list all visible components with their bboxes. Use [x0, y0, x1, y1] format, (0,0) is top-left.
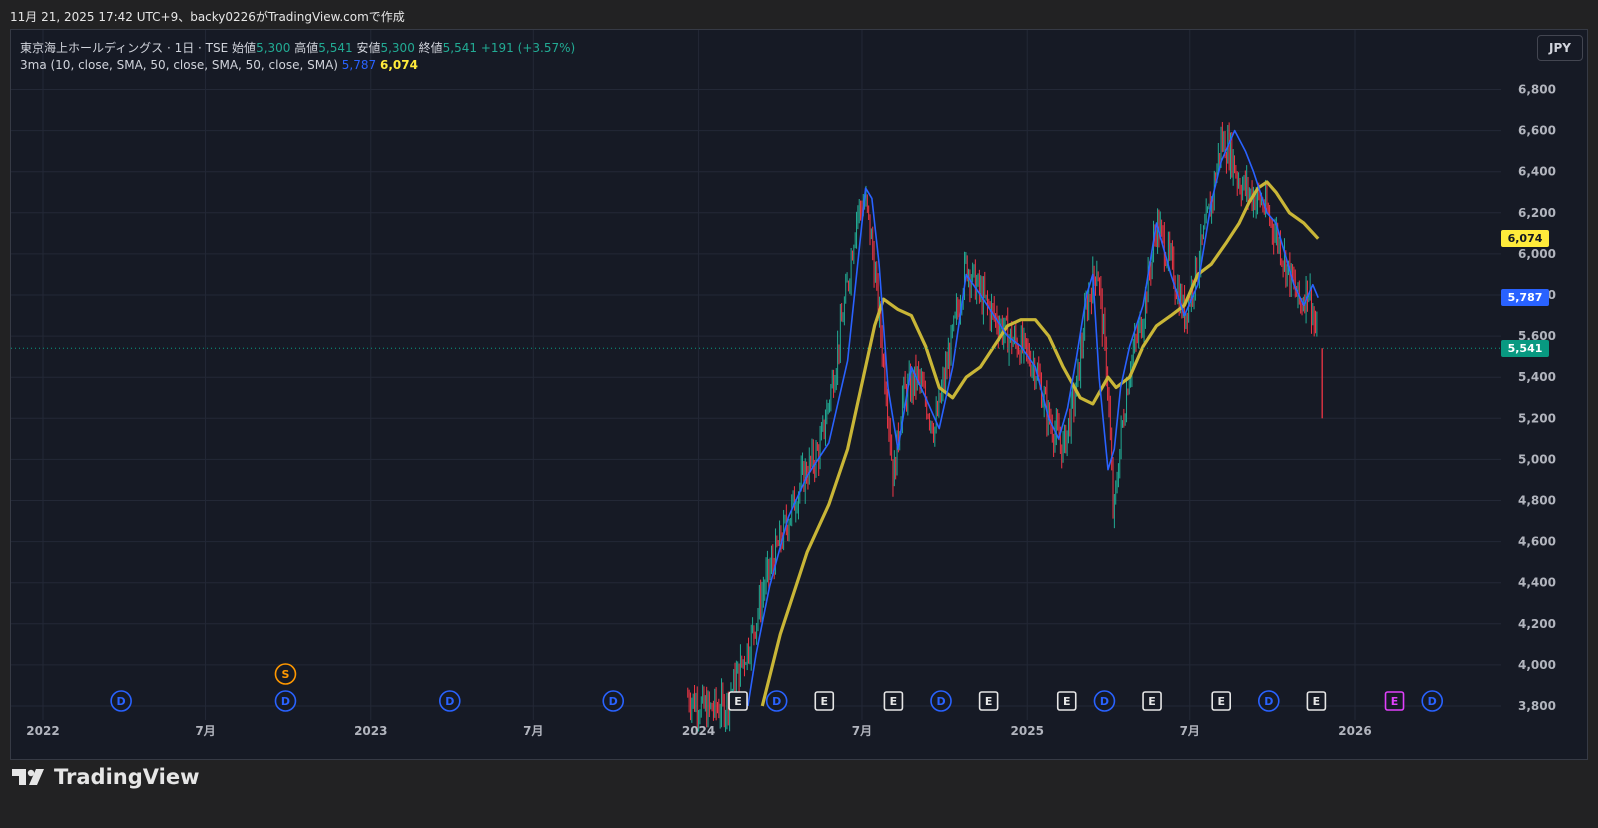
dividend-marker-label: D — [772, 695, 781, 708]
dividend-marker-label: D — [281, 695, 290, 708]
tradingview-logo-text: TradingView — [54, 765, 200, 789]
x-tick-label: 7月 — [1180, 724, 1200, 738]
earnings-marker-label: E — [1217, 695, 1225, 708]
grid-lines — [11, 30, 1501, 720]
ma10-series-line — [747, 129, 1319, 707]
earnings-marker-label: E — [821, 695, 829, 708]
indicator-name: 3ma (10, close, SMA, 50, close, SMA, 50,… — [20, 58, 338, 72]
dividend-marker-icon — [274, 690, 297, 712]
earnings-marker-icon — [883, 691, 904, 711]
dividend-marker-label: D — [936, 695, 945, 708]
ma50-price-tag: 6,074 — [1501, 230, 1549, 248]
split-marker-label: S — [281, 668, 289, 681]
earnings-marker-icon — [1384, 691, 1405, 711]
chart-panel[interactable]: 3,800 4,000 4,200 4,400 4,600 4,800 5,000 5,200… — [10, 29, 1588, 760]
x-tick-label: 7月 — [195, 724, 215, 738]
y-tick-label: 4,600 — [1518, 535, 1556, 549]
x-axis: 2022 7月 2023 7月 2024 7月 2025 7月 2026 — [26, 724, 1371, 738]
y-tick-label: 3,800 — [1518, 699, 1556, 713]
currency-button[interactable]: JPY — [1537, 35, 1583, 61]
earnings-marker-label: E — [1313, 695, 1321, 708]
high-value: 5,541 — [318, 41, 353, 55]
y-tick-label: 5,200 — [1518, 411, 1556, 425]
y-tick-label: 6,600 — [1518, 124, 1556, 138]
earnings-marker-icon — [1142, 691, 1162, 711]
ma50-line — [760, 180, 1320, 707]
high-label: 高値 — [294, 41, 319, 55]
symbol-legend[interactable]: 東京海上ホールディングス · 1日 · TSE 始値5,300 高値5,541 … — [20, 39, 575, 56]
y-tick-label: 6,800 — [1518, 83, 1556, 97]
earnings-marker-icon — [728, 691, 748, 711]
chart-caption: 11月 21, 2025 17:42 UTC+9、backy0226がTradi… — [10, 10, 405, 24]
earnings-marker-icon — [1056, 691, 1077, 711]
x-tick-label: 2023 — [354, 724, 387, 738]
x-tick-label: 2025 — [1011, 724, 1044, 738]
earnings-marker-label: E — [985, 695, 993, 708]
y-tick-label: 4,800 — [1518, 494, 1556, 508]
open-value: 5,300 — [256, 41, 291, 55]
dividend-marker-icon — [439, 690, 461, 712]
y-tick-label: 5,000 — [1518, 452, 1556, 466]
y-tick-label: 5,600 — [1518, 329, 1556, 343]
earnings-marker-label: E — [1391, 695, 1399, 708]
dividend-marker-label: D — [609, 695, 618, 708]
dividend-marker-label: D — [1428, 695, 1437, 708]
indicator-legend[interactable]: 3ma (10, close, SMA, 50, close, SMA, 50,… — [20, 58, 418, 72]
event-markers: D D S D D E D E E D E E D E E D E E D — [110, 663, 1444, 712]
dividend-marker-icon — [765, 690, 788, 712]
y-tick-label: 4,000 — [1518, 658, 1556, 672]
open-label: 始値 — [232, 41, 257, 55]
dividend-marker-label: D — [117, 695, 126, 708]
dividend-marker-icon — [1257, 690, 1280, 712]
close-value: 5,541 — [442, 41, 478, 55]
earnings-marker-label: E — [734, 695, 742, 708]
x-tick-label: 2024 — [682, 724, 715, 738]
x-tick-label: 2026 — [1338, 724, 1371, 738]
change-value: +191 (+3.57%) — [480, 41, 576, 55]
ma10-price-tag: 5,787 — [1501, 289, 1549, 307]
x-tick-label: 2022 — [26, 724, 59, 738]
earnings-marker-label: E — [1063, 695, 1071, 708]
x-tick-label: 7月 — [852, 724, 872, 738]
last-price-tag: 5,541 — [1501, 339, 1549, 357]
ma50-series-line — [760, 180, 1320, 707]
dividend-marker-icon — [1421, 690, 1444, 712]
dividend-marker-icon — [110, 690, 132, 712]
y-tick-label: 6,000 — [1518, 247, 1556, 261]
earnings-marker-label: E — [1148, 695, 1156, 708]
earnings-marker-icon — [1306, 691, 1327, 711]
y-tick-label: 5,400 — [1518, 370, 1556, 384]
symbol-name: 東京海上ホールディングス · 1日 · TSE — [20, 41, 229, 55]
low-label: 安値 — [356, 41, 381, 55]
price-bars — [687, 122, 1323, 732]
earnings-marker-icon — [814, 691, 835, 711]
earnings-marker-icon — [1211, 691, 1231, 711]
earnings-marker-icon — [978, 691, 999, 711]
ma10-legend-value: 5,787 — [341, 58, 377, 72]
y-tick-label: 4,200 — [1518, 617, 1556, 631]
dividend-marker-icon — [602, 690, 625, 712]
y-axis: 3,800 4,000 4,200 4,400 4,600 4,800 5,000 5,200… — [1518, 83, 1556, 714]
price-chart[interactable]: 3,800 4,000 4,200 4,400 4,600 4,800 5,000 5,200… — [11, 30, 1587, 759]
x-tick-label: 7月 — [523, 724, 543, 738]
y-tick-label: 6,400 — [1518, 165, 1556, 179]
y-tick-label: 4,400 — [1518, 576, 1556, 590]
ma50-legend-value: 6,074 — [379, 58, 418, 72]
y-tick-label: 6,200 — [1518, 206, 1556, 220]
tradingview-logo-icon — [12, 769, 44, 785]
low-value: 5,300 — [380, 41, 415, 55]
dividend-marker-icon — [930, 690, 952, 712]
dividend-marker-icon — [1093, 690, 1116, 712]
close-label: 終値 — [418, 41, 443, 55]
dividend-marker-label: D — [445, 695, 454, 708]
dividend-marker-label: D — [1264, 695, 1273, 708]
dividend-marker-label: D — [1100, 695, 1109, 708]
earnings-marker-label: E — [890, 695, 898, 708]
tradingview-logo[interactable]: TradingView — [12, 765, 199, 789]
ma10-line — [747, 129, 1319, 707]
split-marker-icon — [274, 663, 297, 685]
